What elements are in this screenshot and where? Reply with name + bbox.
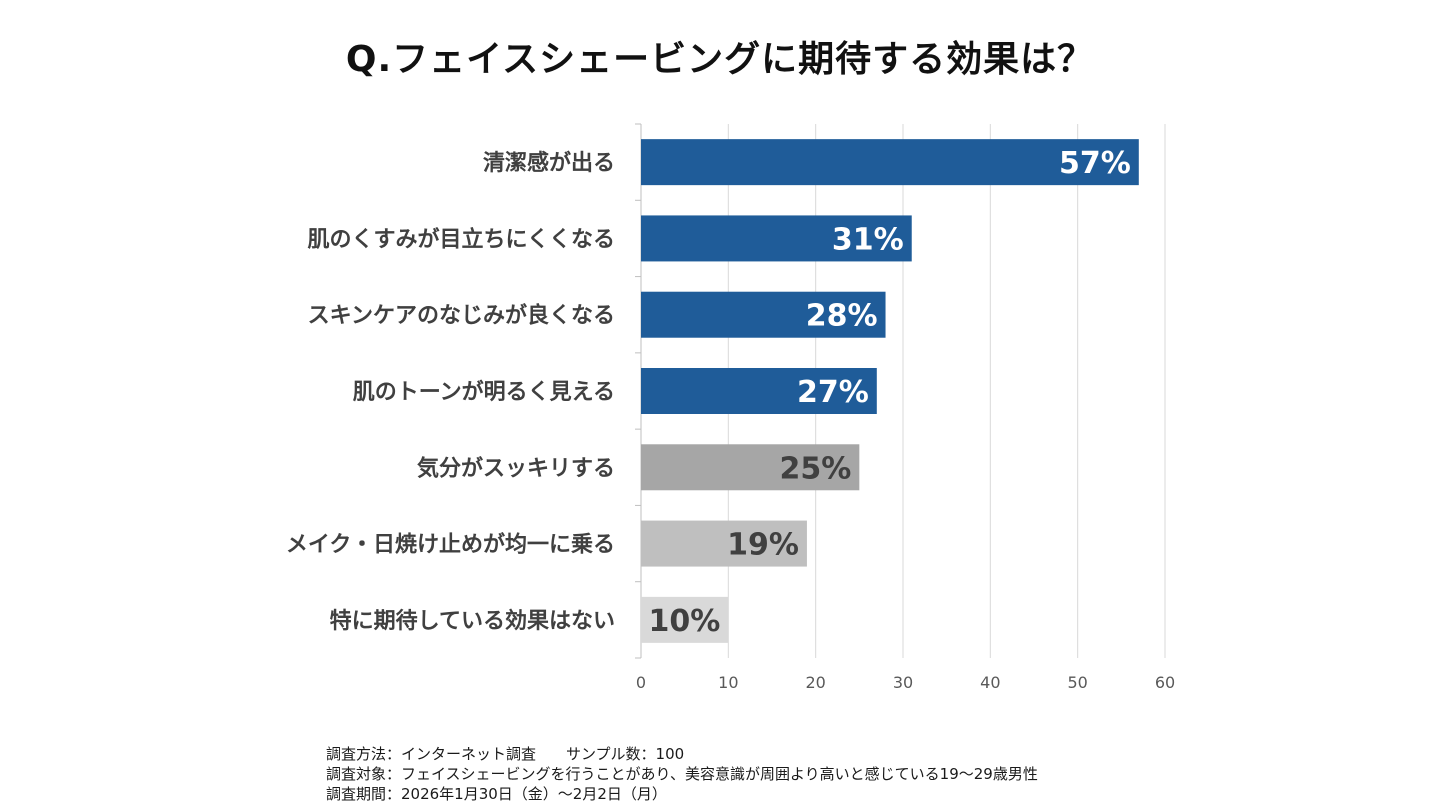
bar-value-label: 31% bbox=[832, 222, 904, 257]
survey-footer: 調査方法：インターネット調査 サンプル数：100 調査対象：フェイスシェービング… bbox=[326, 744, 1038, 804]
category-label: メイク・日焼け止めが均一に乗る bbox=[286, 532, 615, 558]
bar-value-label: 57% bbox=[1059, 146, 1131, 181]
bar bbox=[641, 139, 1139, 186]
bar-value-label: 10% bbox=[649, 604, 721, 639]
x-tick-label: 0 bbox=[636, 673, 646, 692]
bar bbox=[641, 215, 912, 262]
bar bbox=[641, 368, 877, 414]
x-tick-label: 10 bbox=[718, 673, 738, 692]
bar bbox=[641, 291, 886, 338]
category-label: 肌のトーンが明るく見える bbox=[353, 379, 615, 405]
bar-value-label: 19% bbox=[727, 528, 799, 563]
footer-target: 調査対象：フェイスシェービングを行うことがあり、美容意識が周囲より高いと感じてい… bbox=[326, 765, 1038, 783]
category-label: スキンケアのなじみが良くなる bbox=[308, 303, 615, 329]
bar bbox=[641, 444, 860, 491]
x-tick-label: 30 bbox=[893, 673, 913, 692]
chart-title: Q.フェイスシェービングに期待する効果は？ bbox=[345, 39, 1095, 80]
category-label: 特に期待している効果はない bbox=[330, 608, 615, 634]
bar-value-label: 27% bbox=[797, 375, 869, 410]
bar-value-label: 28% bbox=[806, 299, 878, 334]
x-tick-label: 50 bbox=[1067, 673, 1087, 692]
category-label: 清潔感が出る bbox=[483, 150, 615, 176]
bar bbox=[641, 596, 729, 643]
bar-value-label: 25% bbox=[780, 451, 852, 486]
x-tick-label: 60 bbox=[1155, 673, 1175, 692]
footer-period: 調査期間：2026年1月30日（金）～2月2日（月） bbox=[326, 785, 667, 803]
bar bbox=[641, 520, 807, 567]
footer-method: 調査方法：インターネット調査 サンプル数：100 bbox=[326, 745, 685, 763]
category-label: 肌のくすみが目立ちにくくなる bbox=[307, 226, 615, 252]
x-tick-label: 20 bbox=[805, 673, 825, 692]
category-label: 気分がスッキリする bbox=[417, 455, 615, 481]
x-tick-label: 40 bbox=[980, 673, 1000, 692]
